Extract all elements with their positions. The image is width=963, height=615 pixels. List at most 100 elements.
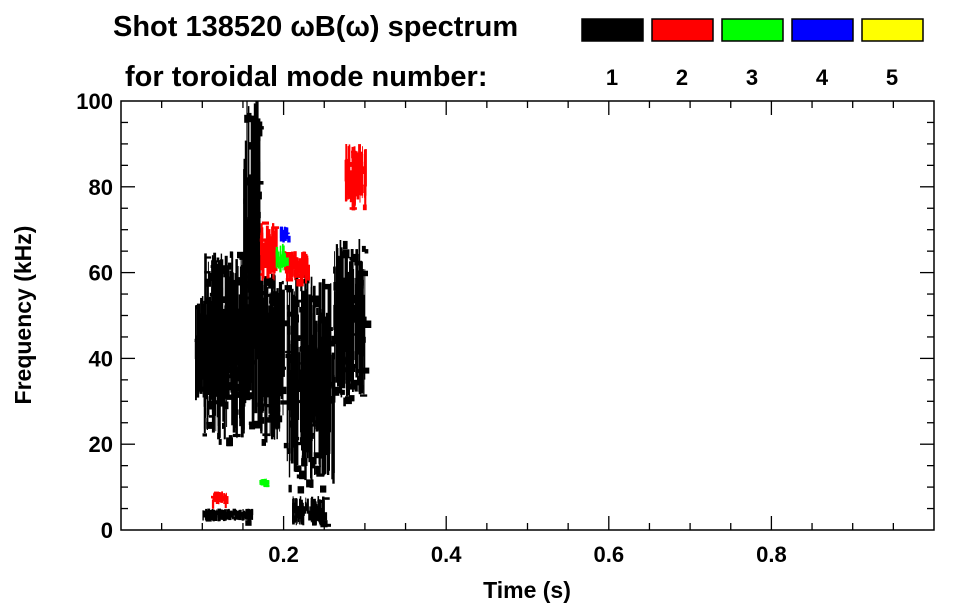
spectrum-blob [214,383,220,389]
spectrum-blob [232,384,241,392]
spectrum-blob [301,290,305,298]
spectrum-streak [315,503,318,515]
spectrum-blob [204,297,209,304]
tick-labels: 0.2 0.4 0.6 0.8 0 20 40 60 80 100 [76,89,786,567]
spectrum-blob [237,367,242,371]
spectrum-streak [209,510,212,520]
chart-title: Shot 138520 ωB(ω) spectrum [113,11,518,43]
spectrum-blob [359,187,363,196]
spectrum-streak [288,258,291,274]
spectrum-streak [234,273,236,429]
spectrum-blob [321,383,326,393]
spectrum-streak [256,159,258,360]
spectrum-blob [217,280,223,285]
spectrum-streak [303,359,307,419]
spectrum-blob [238,348,246,355]
spectrum-blob [305,353,313,361]
spectrum-blob [360,394,368,397]
spectrum-streak [339,277,343,387]
spectrum-blob [243,198,246,204]
spectrum-blob [243,388,246,397]
spectrum-blob [297,486,305,494]
spectrum-blob [222,333,228,340]
spectrum-blob [320,456,323,459]
spectrum-blob [361,245,366,252]
spectrum-streak [347,301,349,328]
spectrum-streak [228,281,230,355]
spectrum-blob [305,276,308,284]
spectrum-blob [276,375,283,384]
spectrum-blob [228,435,233,438]
spectrum-streak [215,264,219,397]
spectrum-streak [203,510,206,518]
spectrum-blob [281,366,286,370]
spectrum-blob [303,425,310,429]
spectrum-blob [301,458,308,466]
spectrum-blob [292,515,297,523]
spectrum-blob [215,271,222,278]
spectrum-blob [244,114,249,123]
spectrum-blob [235,311,241,317]
spectrum-blob [328,381,334,387]
spectrum-streak [233,279,236,351]
spectrum-blob [240,406,245,410]
spectrum-blob [326,327,333,331]
spectrum-blob [352,253,359,263]
spectrum-streak [348,170,352,194]
spectrum-blob [249,225,254,231]
spectrum-blob [222,401,229,410]
spectrum-blob [333,395,336,400]
spectrum-blob [243,204,247,211]
spectrum-blob [358,166,365,174]
spectrum-blob [255,298,262,303]
spectrum-blob [343,367,347,373]
spectrum-blob [301,378,309,382]
spectrum-streak [240,254,242,351]
spectrum-blob [354,351,357,360]
spectrum-blob [291,345,295,350]
spectrum-blob [271,226,279,229]
spectrum-streak [250,239,253,362]
spectrum-blob [211,260,217,268]
spectrum-blob [206,408,210,416]
spectrum-blob [285,353,294,359]
spectrum-blob [206,421,214,429]
spectrum-blob [263,263,268,266]
spectrum-blob [260,384,263,388]
mode-1-series [194,101,372,528]
spectrum-blob [211,288,218,295]
spectrum-streak [281,289,285,377]
spectrum-streak [221,493,224,501]
spectrum-blob [355,369,362,374]
spectrum-streak [286,265,289,279]
spectrum-streak [203,302,205,407]
spectrum-streak [321,336,325,476]
spectrum-blob [213,342,220,347]
spectrum-streak [350,257,354,382]
spectrum-streak [295,498,298,522]
spectrum-blob [209,320,215,325]
chart-subtitle: for toroidal mode number: [125,61,488,93]
spectrum-blob [233,516,237,521]
spectrum-streak [257,118,261,302]
spectrum-streak [309,506,311,518]
spectrum-blob [329,396,334,404]
spectrum-blob [297,273,305,278]
spectrum-blob [253,420,261,429]
spectrum-blob [355,283,361,293]
spectrum-streak [230,512,234,518]
spectrum-blob [262,433,271,437]
spectrum-streak [290,254,294,276]
spectrum-blob [241,303,245,311]
spectrum-blob [357,375,362,382]
spectrum-streak [229,317,233,367]
spectrum-blob [224,499,227,509]
spectrum-blob [360,270,368,277]
spectrum-streak [243,510,245,520]
spectrum-blob [211,499,215,509]
spectrum-blob [349,363,356,372]
spectrum-blob [235,391,241,398]
spectrum-blob [324,283,331,290]
spectrum-blob [257,347,261,353]
spectrum-blob [363,336,366,343]
